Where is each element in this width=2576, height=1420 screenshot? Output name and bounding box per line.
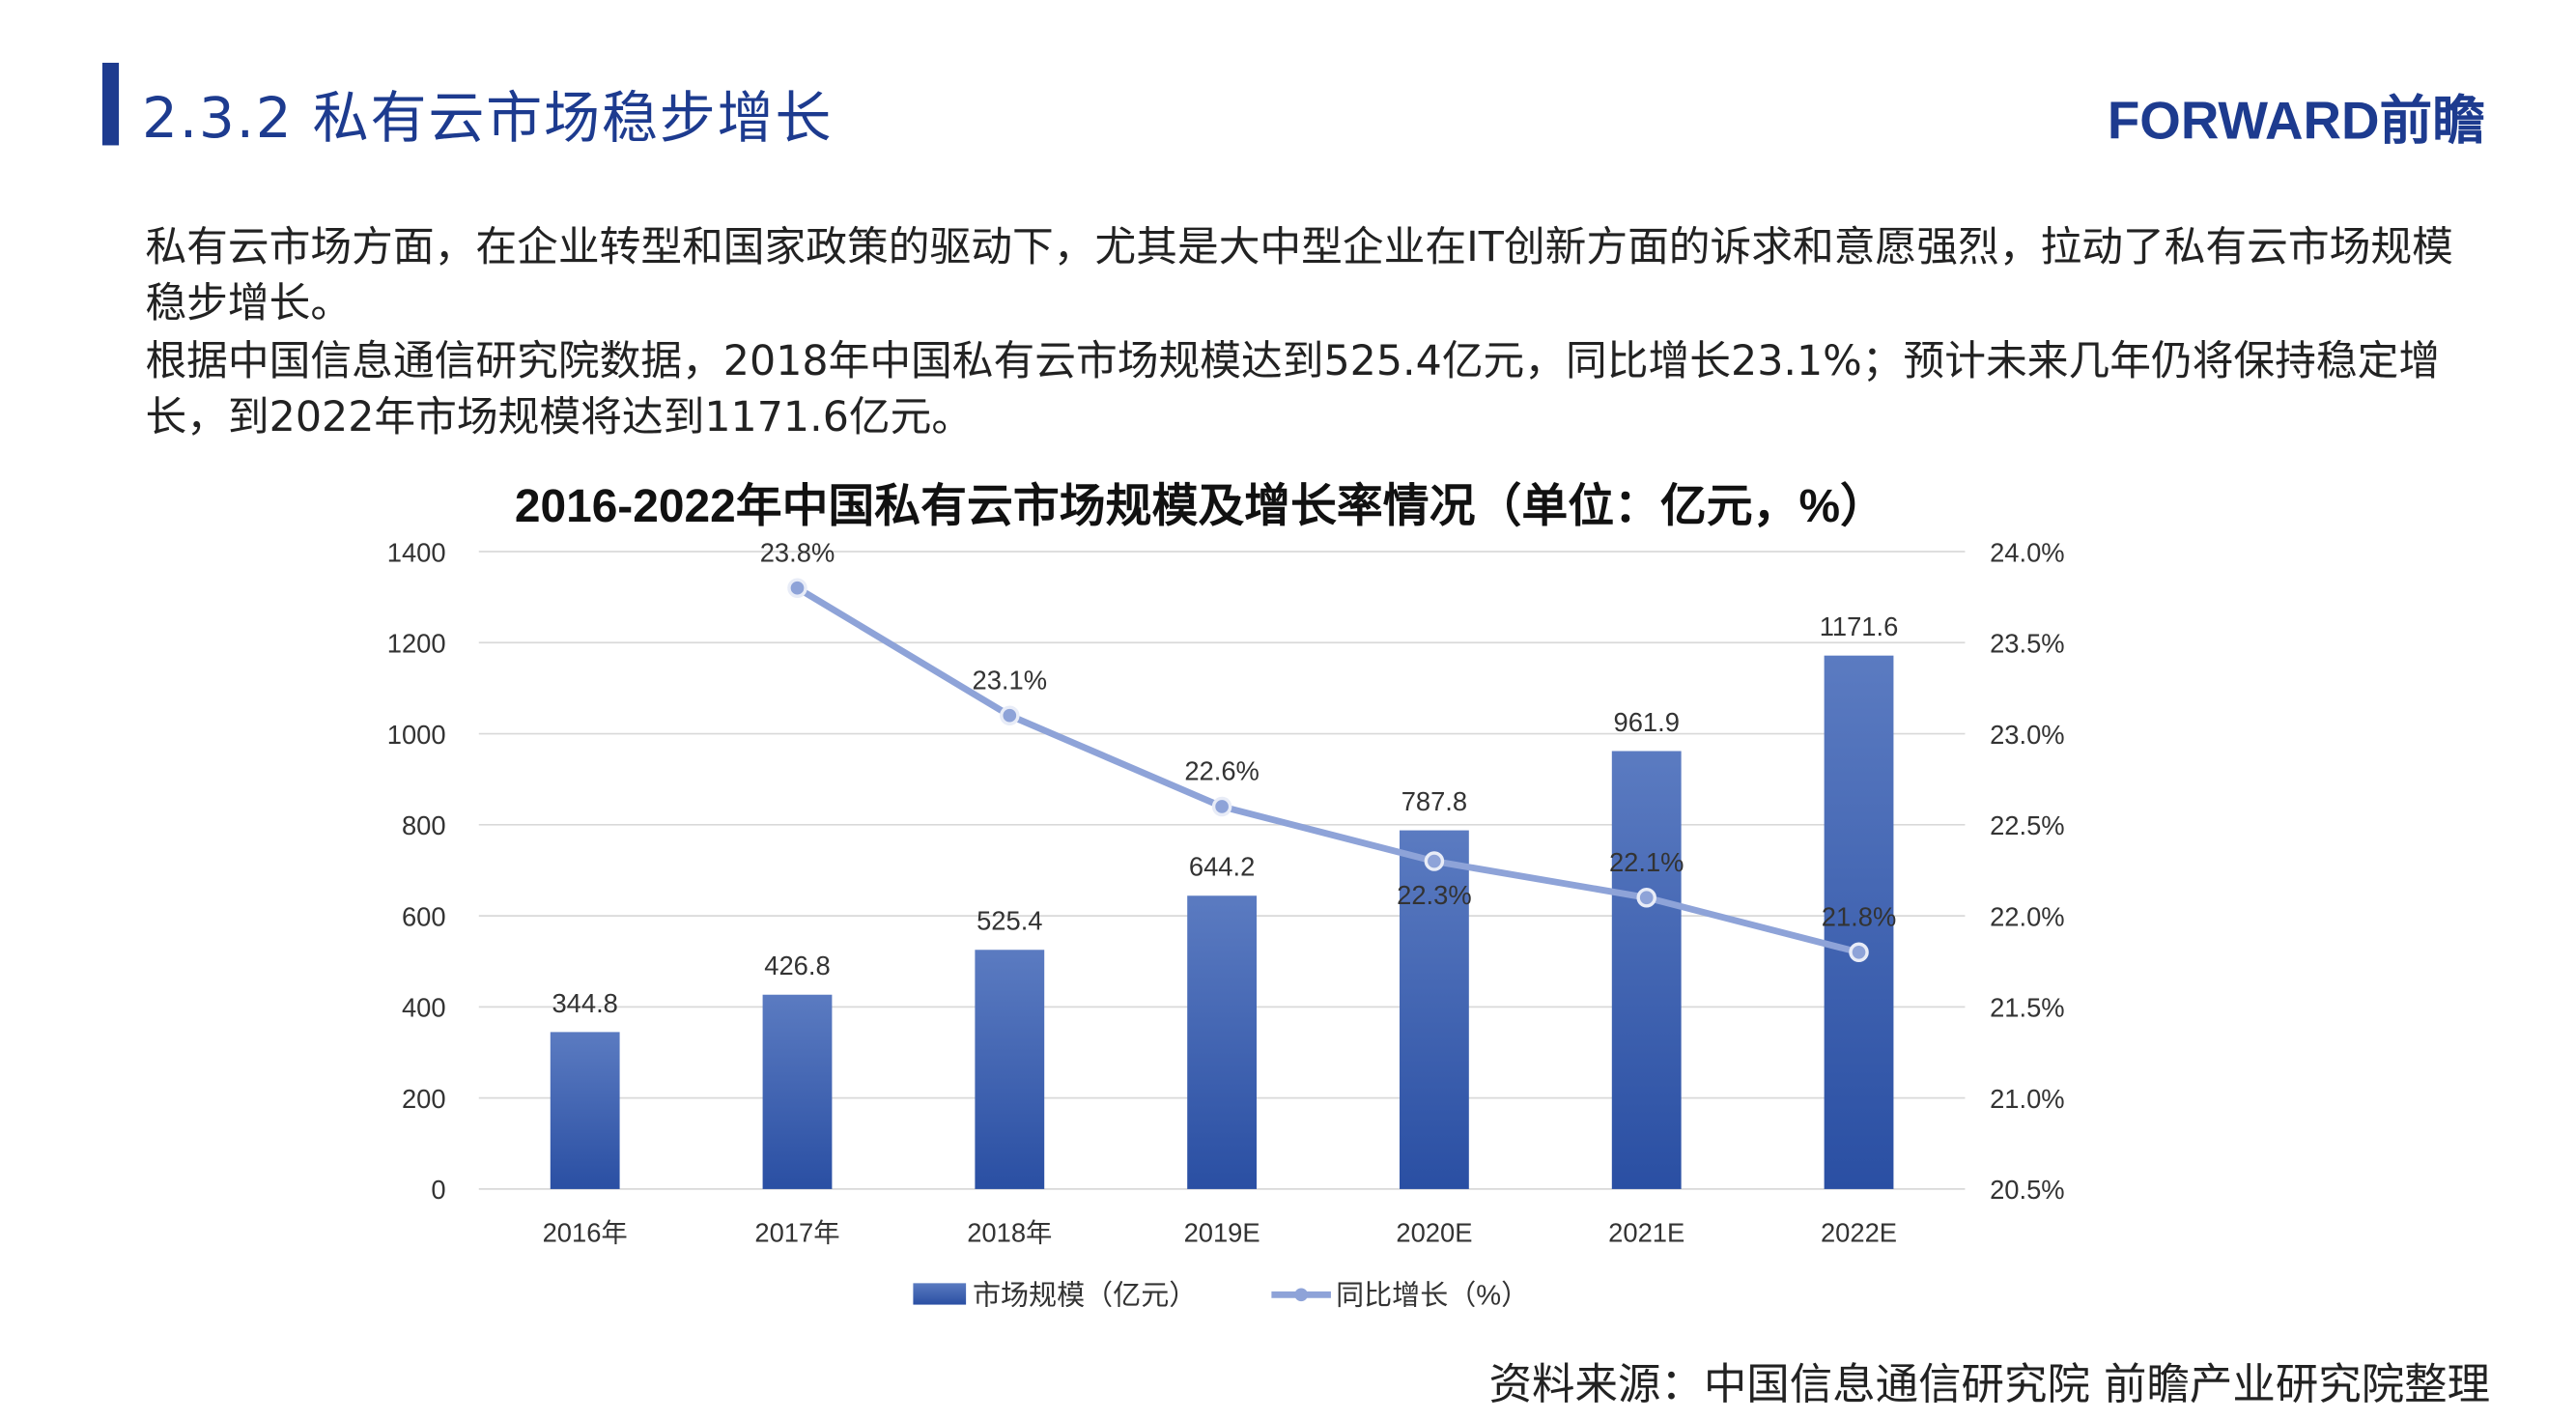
x-tick: 2018年 <box>967 1218 1052 1248</box>
y-left-tick: 1400 <box>387 537 446 567</box>
paragraph-2: 根据中国信息通信研究院数据，2018年中国私有云市场规模达到525.4亿元，同比… <box>145 336 2441 441</box>
y-left-tick: 400 <box>402 993 446 1023</box>
legend-line-marker <box>1294 1288 1309 1302</box>
line-label: 23.8% <box>760 537 835 567</box>
growth-line <box>795 584 1860 956</box>
bar <box>1611 751 1682 1189</box>
x-tick: 2020E <box>1396 1218 1472 1248</box>
y-right-tick: 21.0% <box>1990 1084 2065 1114</box>
x-tick: 2021E <box>1608 1218 1684 1248</box>
x-tick: 2016年 <box>543 1218 628 1248</box>
bar <box>550 1032 620 1189</box>
y-left-tick: 600 <box>402 901 446 931</box>
line-point <box>1636 887 1656 908</box>
y-right-tick: 22.5% <box>1990 810 2065 840</box>
bar <box>1187 895 1258 1189</box>
legend-bar-swatch <box>913 1283 967 1305</box>
bar-label: 344.8 <box>552 988 617 1018</box>
y-right-tick: 22.0% <box>1990 901 2065 931</box>
line-label: 22.1% <box>1609 847 1684 877</box>
line-label: 23.1% <box>973 665 1048 695</box>
bar-label: 525.4 <box>977 906 1042 936</box>
bar-label: 787.8 <box>1401 786 1467 816</box>
y-right-tick: 23.5% <box>1990 629 2065 659</box>
y-left-tick: 1200 <box>387 629 446 659</box>
y-right-tick: 21.5% <box>1990 993 2065 1023</box>
line-point <box>1211 796 1232 817</box>
x-tick: 2022E <box>1821 1218 1897 1248</box>
bar-label: 961.9 <box>1613 707 1679 737</box>
y-right-tick: 23.0% <box>1990 720 2065 750</box>
bar <box>975 950 1045 1189</box>
legend-line-label: 同比增长（%） <box>1336 1280 1529 1312</box>
y-right-tick: 24.0% <box>1990 537 2065 567</box>
line-point <box>1424 851 1445 871</box>
line-point <box>1000 705 1020 725</box>
y-left-tick: 0 <box>431 1175 445 1205</box>
y-left-tick: 200 <box>402 1084 446 1114</box>
y-left-tick: 800 <box>402 810 446 840</box>
bar <box>762 994 833 1189</box>
line-label: 22.3% <box>1397 880 1472 910</box>
title-accent-bar <box>101 62 120 146</box>
line-label: 22.6% <box>1184 756 1260 786</box>
forward-logo: FORWARD前瞻 <box>2107 91 2485 151</box>
legend: 市场规模（亿元） 同比增长（%） <box>913 1280 1529 1312</box>
bar-label: 644.2 <box>1189 852 1255 882</box>
y-right-tick: 20.5% <box>1990 1175 2065 1205</box>
page-title: 2.3.2 私有云市场稳步增长 <box>142 85 834 153</box>
x-tick: 2019E <box>1184 1218 1260 1248</box>
line-point <box>1849 942 1869 963</box>
bar-label: 1171.6 <box>1820 611 1899 641</box>
bar <box>1824 655 1894 1189</box>
source-note: 资料来源：中国信息通信研究院 前瞻产业研究院整理 <box>1488 1360 2491 1410</box>
legend-bar-label: 市场规模（亿元） <box>973 1280 1197 1312</box>
bar <box>1400 830 1469 1189</box>
y-left-tick: 1000 <box>387 720 446 750</box>
bar-label: 426.8 <box>764 951 830 980</box>
line-label: 21.8% <box>1822 901 1897 931</box>
x-tick: 2017年 <box>754 1218 839 1248</box>
chart-title: 2016-2022年中国私有云市场规模及增长率情况（单位：亿元，%） <box>515 481 1886 532</box>
paragraph-1: 私有云市场方面，在企业转型和国家政策的驱动下，尤其是大中型企业在IT创新方面的诉… <box>145 222 2453 327</box>
line-point <box>787 578 807 598</box>
